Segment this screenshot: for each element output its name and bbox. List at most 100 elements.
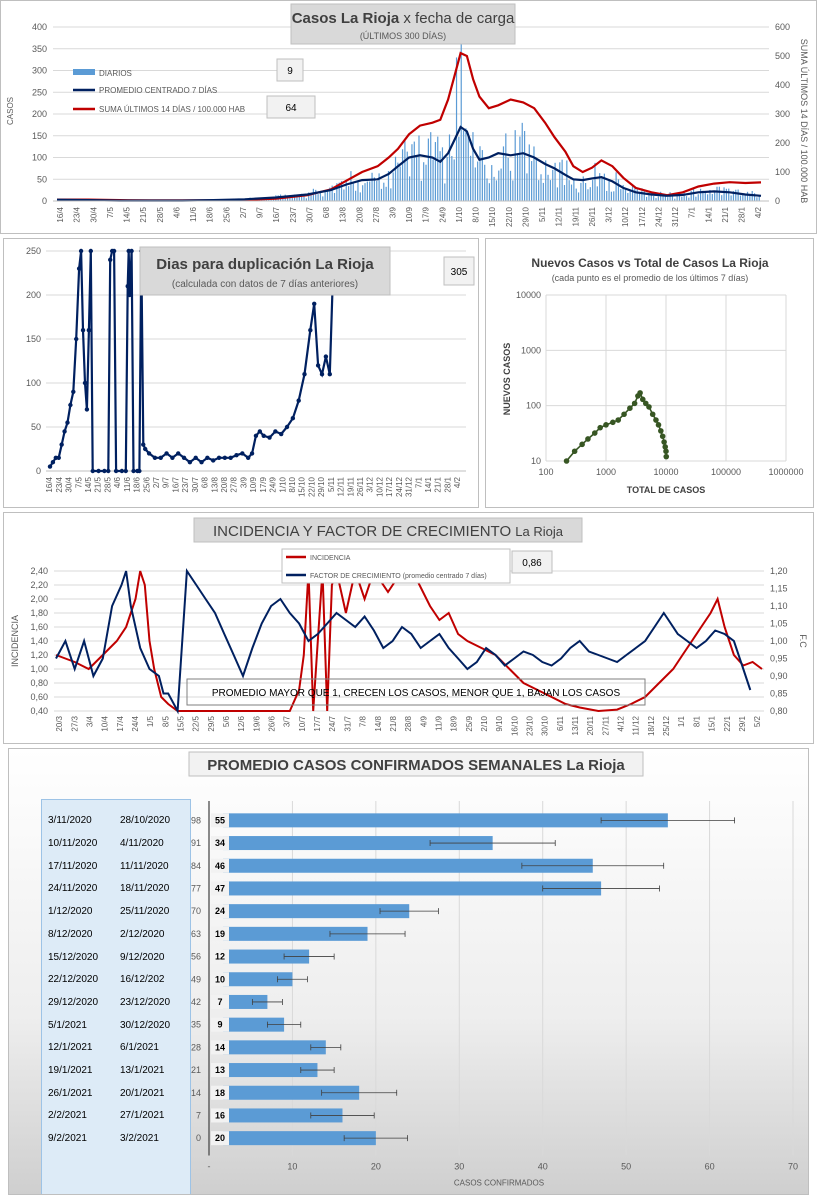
week-value-label: 34 [215, 838, 225, 848]
y-right-tick-label: 0 [775, 196, 780, 206]
y-right-tick-label: 1,00 [770, 636, 788, 646]
daily-bar [458, 136, 460, 201]
daily-bar [646, 196, 648, 201]
days-label: 7 [196, 1110, 201, 1120]
daily-bar [294, 194, 296, 201]
data-point [131, 468, 136, 474]
x-tick-label: 12/11 [337, 476, 346, 496]
week-value-bg [211, 949, 229, 964]
days-label: 21 [191, 1065, 201, 1075]
x-tick-label: 27/3 [70, 715, 79, 731]
daily-bar [479, 146, 481, 201]
y-tick-label: 100 [26, 378, 41, 388]
daily-bar [528, 144, 530, 201]
x-tick-label: 1/1 [677, 715, 686, 727]
daily-bar [289, 195, 291, 201]
y-right-tick-label: 1,20 [770, 566, 788, 576]
y-tick-label: 2,00 [30, 594, 48, 604]
x-tick-label: 26/11 [356, 476, 365, 496]
daily-bar [702, 190, 704, 201]
title-box [290, 3, 516, 45]
data-point [296, 398, 301, 403]
x-tick-label: 28/1 [443, 476, 452, 492]
daily-bar [725, 188, 727, 201]
data-point [65, 420, 70, 425]
x-tick-label: 9/10 [495, 715, 504, 731]
daily-bar [657, 196, 659, 201]
week-start-date: 4/11/2020 [120, 838, 164, 850]
daily-bar [509, 170, 512, 201]
week-end-date: 24/11/2020 [48, 883, 98, 895]
daily-bar [507, 157, 509, 201]
x-tick-label: 25/12 [662, 715, 671, 736]
days-label: 56 [191, 952, 201, 962]
daily-bar [338, 182, 340, 201]
x-tick-label: 30/7 [305, 206, 314, 222]
daily-bar [347, 186, 350, 201]
daily-bar [484, 164, 486, 201]
daily-bar [643, 189, 645, 201]
x-tick-label: 18/6 [206, 206, 215, 222]
daily-bar [502, 146, 505, 201]
y-tick-label: 2,20 [30, 580, 48, 590]
data-point [563, 458, 570, 464]
x-axis-label: TOTAL DE CASOS [627, 485, 706, 495]
x-tick-label: 14/1 [704, 206, 713, 222]
chart-subtitle: (calculada con datos de 7 días anteriore… [172, 279, 358, 290]
daily-bar [746, 191, 749, 201]
data-point [571, 448, 578, 455]
daily-bar [498, 170, 500, 201]
daily-bar [622, 184, 624, 201]
daily-bar [420, 180, 422, 201]
y-right-tick-label: 0,80 [770, 706, 788, 716]
chart-subtitle: (cada punto es el promedio de los último… [552, 273, 749, 283]
data-point [597, 424, 603, 431]
daily-bar [631, 185, 634, 201]
week-end-date: 8/12/2020 [48, 928, 93, 940]
week-value-bg [211, 1017, 229, 1032]
daily-bar [697, 194, 699, 201]
daily-bar [488, 183, 490, 201]
data-point [327, 372, 332, 377]
x-tick-label: 21/5 [94, 476, 103, 492]
x-tick-label: 31/7 [343, 715, 352, 731]
week-start-date: 28/10/2020 [120, 815, 171, 827]
week-start-date: 11/11/2020 [120, 860, 169, 872]
daily-bar [460, 44, 462, 202]
daily-bar [674, 198, 676, 201]
daily-bar [568, 180, 570, 201]
week-start-date: 16/12/202 [120, 974, 165, 986]
week-start-date: 2/12/2020 [120, 928, 165, 940]
data-point [302, 372, 307, 377]
week-date-row: 5/1/2021 30/12/2020 [42, 1016, 192, 1036]
daily-bar [709, 189, 711, 201]
x-tick-label: 60 [705, 1162, 715, 1172]
data-point [141, 442, 146, 447]
x-tick-label: 7/5 [74, 476, 83, 488]
week-value-label: 9 [217, 1020, 222, 1030]
week-value-bg [211, 1085, 229, 1100]
x-tick-label: 16/7 [171, 476, 180, 492]
x-tick-label: 17/12 [385, 476, 394, 497]
week-date-row: 15/12/2020 9/12/2020 [42, 948, 192, 968]
x-tick-label: 31/12 [405, 476, 414, 497]
x-tick-label: 5/6 [222, 715, 231, 727]
data-point [205, 455, 210, 460]
week-end-date: 10/11/2020 [48, 838, 98, 850]
daily-bar [465, 128, 467, 201]
x-tick-label: 13/8 [210, 476, 219, 492]
data-point [158, 455, 163, 460]
x-tick-label: 24/4 [131, 715, 140, 731]
y-tick-label: 200 [26, 290, 41, 300]
x-tick-label: 100 [538, 467, 553, 477]
x-tick-label: 3/12 [605, 206, 614, 222]
daily-bar [540, 174, 542, 201]
data-point [621, 411, 627, 418]
incidencia-chart-panel: 0,40 0,60 0,80 1,00 1,20 1,40 1,60 1,80 2,00 2,20… [3, 512, 814, 744]
y-tick-label: 400 [32, 22, 47, 32]
daily-bar [728, 188, 730, 201]
days-label: 98 [191, 815, 201, 825]
daily-bar [714, 190, 716, 201]
x-tick-label: 17/7 [313, 715, 322, 731]
